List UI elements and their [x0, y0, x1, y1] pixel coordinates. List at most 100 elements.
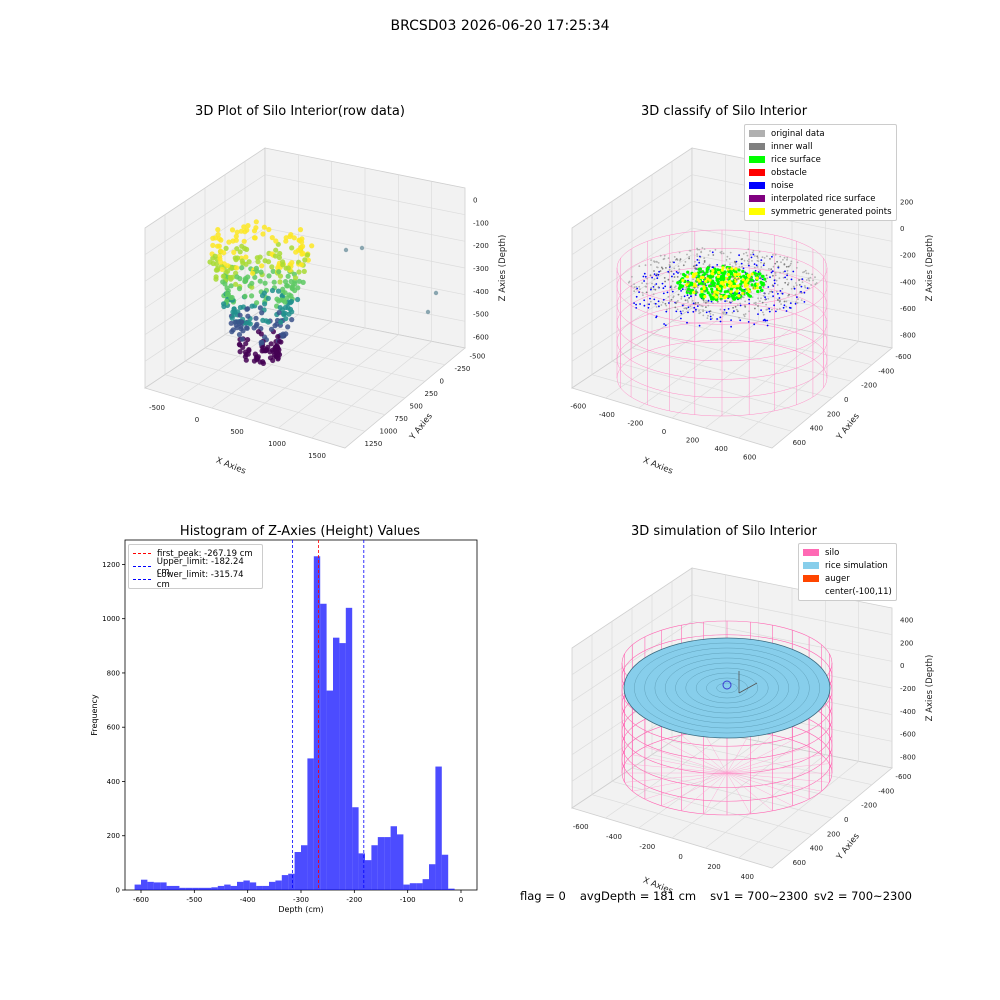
y-axis-label: Y Axies: [407, 411, 435, 443]
classified-point: [790, 262, 792, 265]
data-point: [300, 279, 306, 285]
classify-legend-item: rice surface: [749, 153, 892, 166]
classified-point: [793, 287, 796, 290]
classified-point: [757, 305, 759, 307]
classified-point: [722, 311, 724, 314]
data-point: [258, 269, 264, 275]
classified-point: [786, 274, 788, 277]
classified-point: [725, 259, 728, 261]
classified-point: [647, 306, 650, 309]
y-axis-label: Frequency: [90, 694, 99, 736]
classified-point: [692, 290, 696, 294]
classified-point: [741, 269, 745, 273]
classified-point: [754, 301, 757, 304]
classified-point: [693, 282, 697, 286]
y-tick-label: -400: [878, 787, 894, 795]
classified-point: [686, 321, 688, 324]
z-tick-label: -600: [473, 334, 489, 342]
classified-point: [644, 285, 647, 288]
histogram-bar: [192, 887, 199, 890]
data-point: [231, 249, 237, 255]
classified-point: [724, 300, 726, 302]
data-point: [225, 268, 231, 274]
classified-point: [692, 302, 695, 305]
data-point: [214, 267, 221, 273]
classified-point: [702, 299, 705, 302]
classified-point: [716, 318, 718, 320]
classified-point: [631, 275, 633, 278]
data-point: [252, 274, 258, 280]
classified-point: [795, 284, 798, 287]
classified-point: [653, 278, 656, 281]
classified-point: [700, 304, 703, 307]
classified-point: [671, 275, 673, 278]
histogram-bar: [262, 885, 269, 890]
classified-point: [658, 305, 660, 308]
classified-point: [784, 270, 786, 273]
x-tick-label: -200: [627, 419, 643, 427]
classified-point: [668, 307, 671, 310]
classified-point: [737, 268, 741, 272]
histogram-bar: [134, 884, 141, 890]
data-point: [285, 324, 291, 330]
classified-point: [789, 307, 792, 309]
classified-point: [675, 302, 677, 305]
classified-point: [676, 281, 680, 285]
classified-point: [786, 269, 789, 272]
classified-point: [703, 301, 705, 303]
classified-point: [801, 278, 804, 280]
classified-point: [760, 309, 762, 312]
classified-point: [679, 284, 683, 288]
data-point: [231, 306, 237, 312]
histogram-bar: [403, 884, 410, 890]
classified-point: [664, 324, 667, 327]
data-point: [293, 249, 299, 255]
classified-point: [701, 247, 704, 249]
classified-point: [670, 270, 673, 273]
classified-point: [759, 300, 761, 302]
classified-point: [687, 306, 690, 309]
data-point: [275, 288, 282, 294]
classified-point: [711, 251, 714, 254]
classified-point: [639, 288, 641, 290]
rice-mesh-line: [654, 652, 800, 724]
histogram-bar: [371, 845, 378, 890]
silo-floor-line: [661, 739, 728, 774]
data-point: [297, 227, 304, 233]
x-tick-label: 200: [686, 437, 699, 445]
classified-point: [750, 256, 753, 259]
classify-3d-plot: -600-400-2000200400600-600-400-200020040…: [570, 147, 935, 477]
classified-point: [664, 280, 666, 283]
classified-point: [651, 276, 653, 279]
classify-legend-item: original data: [749, 127, 892, 140]
data-point: [273, 247, 279, 253]
classified-point: [679, 258, 682, 261]
data-point: [251, 228, 258, 234]
classified-point: [695, 308, 697, 311]
data-point: [221, 301, 227, 307]
classified-point: [734, 305, 737, 308]
classified-point: [770, 290, 773, 293]
z-tick-label: 0: [900, 225, 904, 233]
histogram-bar: [224, 884, 231, 890]
classified-point: [768, 310, 771, 313]
classified-point: [753, 323, 756, 326]
classified-point: [710, 290, 714, 294]
classified-point: [800, 290, 802, 293]
classified-point: [669, 300, 671, 302]
silo-floor-line: [681, 735, 728, 774]
classified-point: [787, 283, 789, 286]
sv2-value: sv2 = 700~2300: [814, 889, 912, 903]
classified-point: [689, 249, 692, 252]
classified-point: [756, 257, 759, 259]
data-point: [276, 262, 282, 268]
data-point: [255, 355, 261, 361]
data-point: [279, 333, 285, 339]
classified-point: [709, 283, 712, 286]
z-tick-label: -500: [473, 311, 489, 319]
avg-depth-value: avgDepth = 181 cm: [579, 889, 697, 903]
classified-point: [698, 259, 701, 262]
figure-title: BRCSD03 2026-06-20 17:25:34: [390, 18, 610, 34]
classified-point: [751, 260, 753, 262]
classify-legend-item: interpolated rice surface: [749, 192, 892, 205]
